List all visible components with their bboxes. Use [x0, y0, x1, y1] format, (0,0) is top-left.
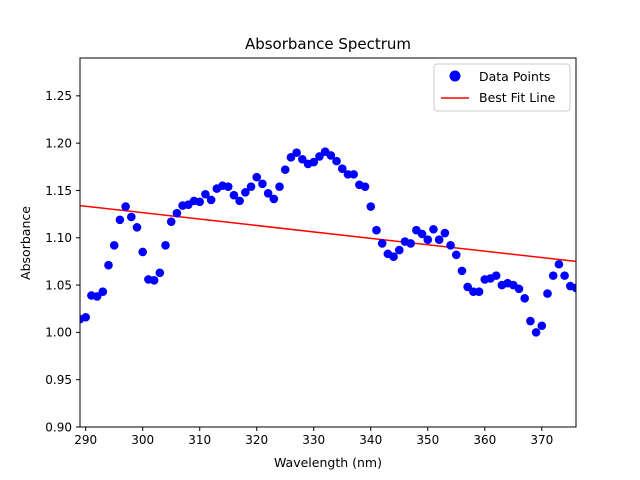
data-point — [166, 217, 176, 226]
data-point — [115, 215, 125, 225]
data-point — [223, 182, 233, 191]
y-tick-label: 1.05 — [45, 278, 72, 292]
data-point — [263, 189, 273, 198]
y-tick-label: 1.15 — [45, 184, 72, 198]
legend-frame — [433, 63, 571, 112]
data-point — [275, 182, 284, 191]
y-tick-label: 1.25 — [45, 89, 72, 103]
data-point — [491, 271, 501, 280]
data-point — [531, 328, 541, 337]
data-point — [514, 284, 524, 294]
data-point — [235, 196, 244, 206]
data-point — [332, 156, 341, 166]
data-point — [537, 321, 547, 331]
data-point — [366, 202, 376, 211]
data-point — [104, 260, 113, 270]
data-point — [463, 282, 472, 292]
data-point — [195, 197, 205, 207]
data-point — [121, 202, 130, 211]
data-point — [474, 287, 484, 297]
y-tick-label: 0.90 — [45, 420, 72, 434]
x-tick-label: 370 — [530, 433, 553, 447]
data-point — [423, 235, 433, 244]
data-point — [172, 208, 182, 218]
x-tick-label: 360 — [473, 433, 496, 447]
data-point — [372, 225, 381, 235]
data-point — [434, 235, 444, 244]
x-tick-label: 330 — [302, 433, 325, 447]
legend: Data Points Best Fit Line — [433, 63, 571, 112]
y-tick-label: 1.20 — [45, 136, 72, 150]
data-point — [292, 148, 301, 157]
data-point — [92, 292, 102, 301]
x-tick-label: 290 — [74, 433, 97, 447]
data-point — [326, 151, 336, 160]
data-point — [269, 194, 279, 204]
data-point — [377, 239, 387, 248]
data-point — [286, 153, 296, 162]
data-point — [349, 170, 358, 179]
legend-label-data-points: Data Points — [479, 69, 550, 84]
data-point — [520, 294, 529, 303]
x-tick-label: 310 — [188, 433, 211, 447]
data-point — [229, 190, 239, 200]
data-point — [309, 157, 319, 167]
plot-contents — [80, 147, 576, 337]
data-point — [337, 164, 347, 173]
data-point — [440, 228, 450, 238]
data-point — [280, 165, 290, 174]
legend-marker-data-points — [449, 70, 461, 82]
axes: 290 300 310 320 330 340 350 360 370 0.90 0.95 1.00 1… — [45, 57, 577, 447]
data-point — [571, 283, 576, 293]
data-point — [298, 154, 307, 164]
data-point — [81, 312, 91, 322]
data-point — [132, 223, 142, 232]
data-point — [127, 212, 136, 222]
data-point — [155, 268, 165, 278]
data-point — [394, 245, 404, 255]
chart-title: Absorbance Spectrum — [245, 35, 411, 53]
y-tick-label: 0.95 — [45, 373, 72, 387]
data-point — [315, 152, 324, 161]
data-point — [446, 241, 455, 250]
data-point — [554, 259, 564, 269]
data-point — [548, 271, 558, 280]
data-point — [406, 239, 415, 248]
data-point — [451, 250, 461, 260]
data-point — [429, 224, 438, 234]
data-point — [109, 241, 119, 250]
y-tick-label: 1.00 — [45, 326, 72, 340]
data-point — [457, 266, 467, 276]
data-point — [252, 172, 262, 182]
x-tick-label: 320 — [245, 433, 268, 447]
data-point — [241, 188, 250, 197]
x-axis-label: Wavelength (nm) — [274, 455, 382, 470]
data-point — [543, 289, 552, 298]
best-fit-line — [80, 204, 576, 263]
x-tick-label: 300 — [131, 433, 154, 447]
x-tick-label: 340 — [359, 433, 382, 447]
data-point — [526, 316, 535, 326]
x-tick-label: 350 — [416, 433, 439, 447]
plot-area — [80, 147, 576, 337]
data-point — [138, 247, 148, 257]
data-point — [161, 241, 170, 250]
y-axis-label: Absorbance — [18, 206, 33, 280]
y-tick-label: 1.10 — [45, 231, 72, 245]
data-point — [360, 182, 370, 191]
data-point — [246, 182, 256, 191]
data-point — [149, 276, 159, 285]
data-point — [560, 271, 569, 280]
data-point — [389, 252, 398, 261]
data-point — [98, 287, 108, 297]
data-point — [206, 195, 216, 205]
axes-frame — [79, 57, 577, 428]
data-point — [417, 229, 427, 239]
data-point — [201, 189, 210, 199]
data-point — [258, 179, 267, 189]
legend-label-best-fit: Best Fit Line — [479, 90, 556, 105]
